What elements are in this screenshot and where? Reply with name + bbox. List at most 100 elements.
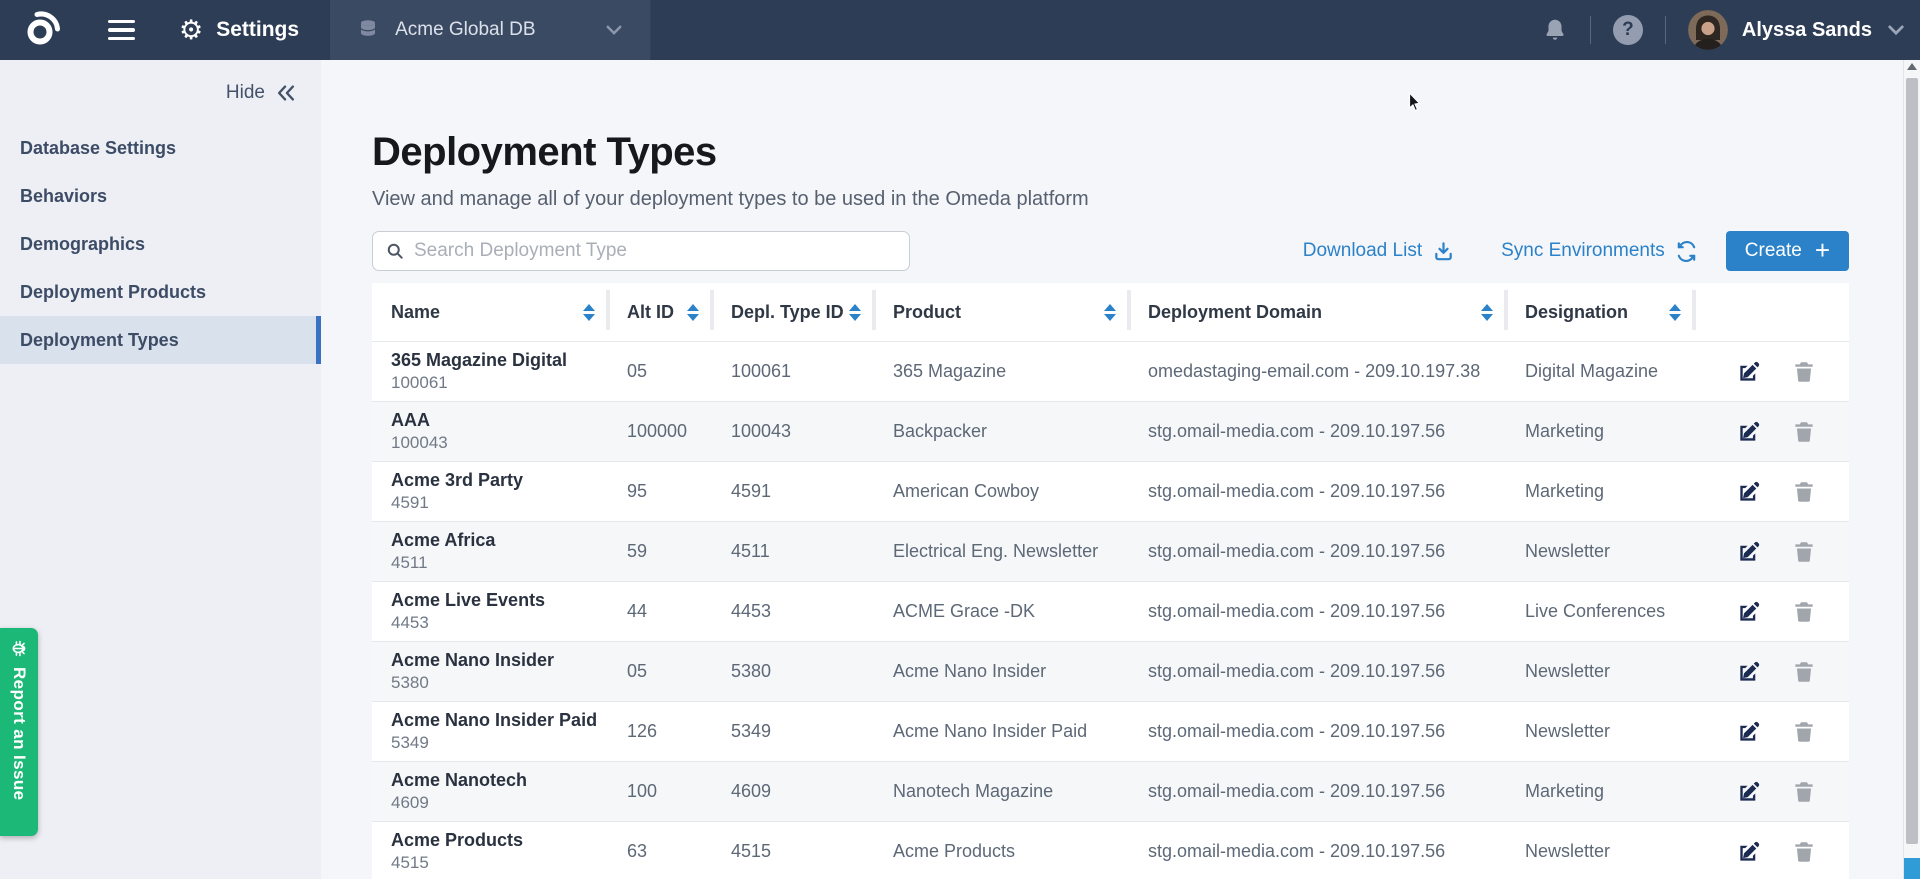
cell-actions: [1694, 659, 1849, 685]
row-name: AAA: [391, 409, 430, 430]
report-an-issue-label: Report an Issue: [10, 667, 29, 801]
download-list-button[interactable]: Download List: [1303, 240, 1455, 263]
delete-button[interactable]: [1791, 599, 1817, 625]
column-header-actions: [1692, 283, 1849, 341]
scrollbar-bottom-corner[interactable]: [1904, 858, 1920, 879]
trash-icon: [1795, 661, 1813, 682]
cell-name: Acme Nano Insider Paid 5349: [372, 710, 608, 754]
delete-button[interactable]: [1791, 419, 1817, 445]
cell-name: AAA 100043: [372, 410, 608, 454]
sidebar-item-demographics[interactable]: Demographics: [0, 220, 321, 268]
delete-button[interactable]: [1791, 539, 1817, 565]
trash-icon: [1795, 721, 1813, 742]
sort-arrows-icon[interactable]: [1481, 303, 1493, 321]
sort-arrows-icon[interactable]: [1669, 303, 1681, 321]
sidebar-item-deployment-products[interactable]: Deployment Products: [0, 268, 321, 316]
delete-button[interactable]: [1791, 839, 1817, 865]
edit-button[interactable]: [1736, 599, 1762, 625]
cell-designation: Newsletter: [1525, 541, 1611, 561]
database-icon: [361, 20, 376, 36]
row-name: Acme 3rd Party: [391, 469, 524, 490]
cell-name: 365 Magazine Digital 100061: [372, 350, 608, 394]
search-icon: [387, 243, 403, 259]
sidebar-item-behaviors[interactable]: Behaviors: [0, 172, 321, 220]
deployment-types-table: Name Alt ID Depl. Type ID Product Deploy…: [372, 283, 1849, 879]
hide-sidebar-button[interactable]: Hide: [0, 60, 321, 104]
edit-button[interactable]: [1736, 539, 1762, 565]
sort-ascending-icon: [1104, 303, 1116, 311]
column-header-name[interactable]: Name: [372, 283, 608, 341]
cell-alt-id: 63: [627, 841, 648, 861]
cell-alt-id: 59: [627, 541, 648, 561]
sidebar-item-label: Behaviors: [20, 185, 108, 206]
row-id: 100061: [391, 373, 448, 393]
user-name: Alyssa Sands: [1741, 18, 1872, 41]
cell-deployment-domain: stg.omail-media.com - 209.10.197.56: [1148, 481, 1446, 501]
settings-nav[interactable]: ⚙ Settings: [179, 17, 299, 44]
cell-actions: [1694, 599, 1849, 625]
delete-button[interactable]: [1791, 359, 1817, 385]
download-list-label: Download List: [1302, 240, 1423, 261]
sort-arrows-icon[interactable]: [583, 303, 595, 321]
column-header-product[interactable]: Product: [872, 283, 1129, 341]
column-header-deployment-domain[interactable]: Deployment Domain: [1127, 283, 1506, 341]
sort-descending-icon: [1669, 313, 1681, 321]
edit-button[interactable]: [1736, 479, 1762, 505]
edit-pencil-icon: [1740, 781, 1760, 801]
column-header-depl-type-id[interactable]: Depl. Type ID: [710, 283, 874, 341]
help-icon: ?: [1612, 15, 1643, 45]
database-selector[interactable]: Acme Global DB: [329, 0, 652, 60]
sort-arrows-icon[interactable]: [1104, 303, 1116, 321]
create-label: Create: [1744, 240, 1802, 261]
notifications-button[interactable]: [1542, 17, 1568, 43]
edit-button[interactable]: [1736, 719, 1762, 745]
trash-icon: [1795, 601, 1813, 622]
delete-button[interactable]: [1791, 659, 1817, 685]
edit-button[interactable]: [1736, 659, 1762, 685]
edit-button[interactable]: [1736, 779, 1762, 805]
create-button[interactable]: Create +: [1725, 231, 1849, 271]
cell-product: ACME Grace -DK: [893, 601, 1036, 621]
cell-alt-id: 95: [627, 481, 648, 501]
user-menu[interactable]: Alyssa Sands: [1687, 10, 1906, 50]
sort-descending-icon: [687, 313, 699, 321]
cell-product: American Cowboy: [893, 481, 1040, 501]
edit-button[interactable]: [1736, 839, 1762, 865]
delete-button[interactable]: [1791, 479, 1817, 505]
sidebar-item-deployment-types[interactable]: Deployment Types: [0, 316, 321, 364]
trash-icon: [1795, 421, 1813, 442]
scroll-up-arrow[interactable]: [1904, 63, 1920, 77]
sort-arrows-icon[interactable]: [687, 303, 699, 321]
help-button[interactable]: ?: [1612, 15, 1643, 45]
sort-descending-icon: [1481, 313, 1493, 321]
cell-name: Acme Nanotech 4609: [372, 770, 608, 814]
edit-button[interactable]: [1736, 359, 1762, 385]
omeda-logo[interactable]: [22, 10, 62, 50]
column-header-alt-id[interactable]: Alt ID: [606, 283, 712, 341]
cell-name: Acme Africa 4511: [372, 530, 608, 574]
hide-label: Hide: [225, 82, 265, 103]
sync-environments-button[interactable]: Sync Environments: [1501, 240, 1698, 263]
row-name: Acme Nano Insider: [391, 649, 555, 670]
cell-alt-id: 126: [627, 721, 658, 741]
edit-pencil-icon: [1740, 601, 1760, 621]
column-header-designation[interactable]: Designation: [1504, 283, 1694, 341]
cell-actions: [1694, 719, 1849, 745]
sort-arrows-icon[interactable]: [849, 303, 861, 321]
divider: [1664, 16, 1666, 44]
hamburger-menu-button[interactable]: [104, 16, 139, 45]
edit-button[interactable]: [1736, 419, 1762, 445]
table-row: 365 Magazine Digital 100061 05 100061 36…: [372, 341, 1849, 401]
report-an-issue-tab[interactable]: Report an Issue: [0, 628, 38, 836]
cell-product: Acme Nano Insider Paid: [893, 721, 1088, 741]
scrollbar-thumb[interactable]: [1906, 78, 1918, 844]
delete-button[interactable]: [1791, 719, 1817, 745]
cell-depl-type-id: 4453: [731, 601, 772, 621]
cell-deployment-domain: stg.omail-media.com - 209.10.197.56: [1148, 781, 1446, 801]
delete-button[interactable]: [1791, 779, 1817, 805]
sidebar-item-database-settings[interactable]: Database Settings: [0, 124, 321, 172]
search-input[interactable]: [414, 240, 897, 262]
cell-depl-type-id: 4511: [731, 541, 770, 561]
trash-icon: [1795, 541, 1813, 562]
main-content: Deployment Types View and manage all of …: [321, 60, 1920, 879]
